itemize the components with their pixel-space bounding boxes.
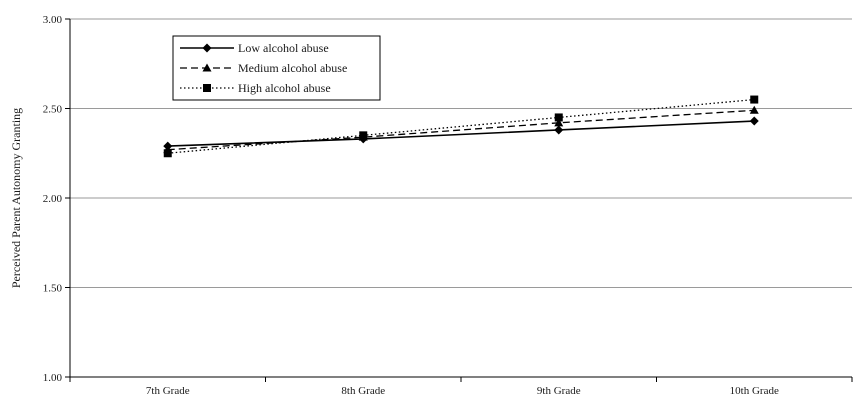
data-point-square [750,95,759,104]
legend-item: Medium alcohol abuse [180,61,347,75]
legend-label: High alcohol abuse [238,81,331,95]
data-point-triangle [554,118,564,127]
legend: Low alcohol abuse Medium alcohol abuse Hig… [172,35,381,101]
legend-marker-triangle [202,63,212,72]
data-point-square [554,113,563,122]
data-point-square [359,131,368,140]
x-tick-label: 8th Grade [341,385,385,397]
data-point-square [163,149,172,158]
y-tick-label: 2.00 [43,193,63,205]
x-tick-label: 10th Grade [730,385,779,397]
series-line [167,98,755,154]
axes [65,18,853,382]
legend-item: High alcohol abuse [180,81,331,95]
gridlines [70,18,852,288]
series-diamond [163,116,759,151]
y-tick-label: 1.00 [43,372,63,384]
series-group [163,95,759,158]
x-tick-label: 9th Grade [537,385,581,397]
series-line [167,109,755,151]
x-tick-labels: 7th Grade 8th Grade 9th Grade 10th Grade [146,385,779,397]
y-tick-label: 1.50 [43,283,63,295]
data-point-triangle [749,105,759,114]
y-axis-label: Perceived Parent Autonomy Granting [9,108,23,288]
legend-label: Low alcohol abuse [238,41,329,55]
y-tick-label: 2.50 [43,104,63,116]
legend-item: Low alcohol abuse [180,41,329,55]
series-square [163,95,759,158]
y-tick-labels: 1.00 1.50 2.00 2.50 3.00 [43,14,63,384]
legend-marker-diamond [202,43,212,53]
x-tick-label: 7th Grade [146,385,190,397]
legend-label: Medium alcohol abuse [238,61,347,75]
series-line [167,120,755,147]
y-tick-label: 3.00 [43,14,63,26]
legend-marker-square [203,84,211,92]
data-point-diamond [749,116,759,126]
data-point-diamond [554,125,564,135]
